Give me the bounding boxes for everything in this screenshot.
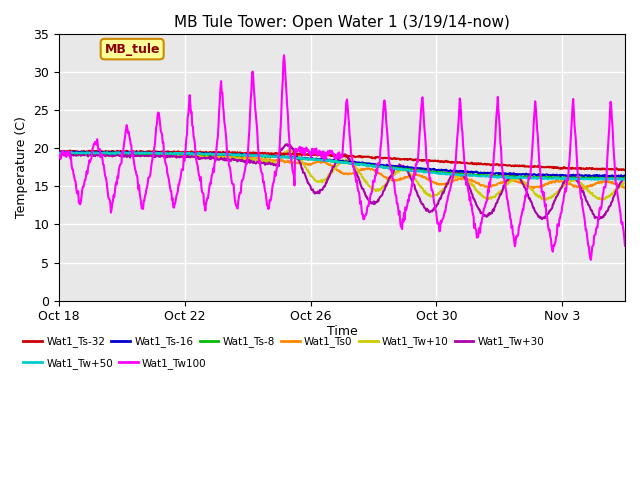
- X-axis label: Time: Time: [326, 325, 358, 338]
- Text: MB_tule: MB_tule: [104, 43, 160, 56]
- Y-axis label: Temperature (C): Temperature (C): [15, 116, 28, 218]
- Title: MB Tule Tower: Open Water 1 (3/19/14-now): MB Tule Tower: Open Water 1 (3/19/14-now…: [174, 15, 510, 30]
- Legend: Wat1_Tw+50, Wat1_Tw100: Wat1_Tw+50, Wat1_Tw100: [19, 353, 211, 373]
